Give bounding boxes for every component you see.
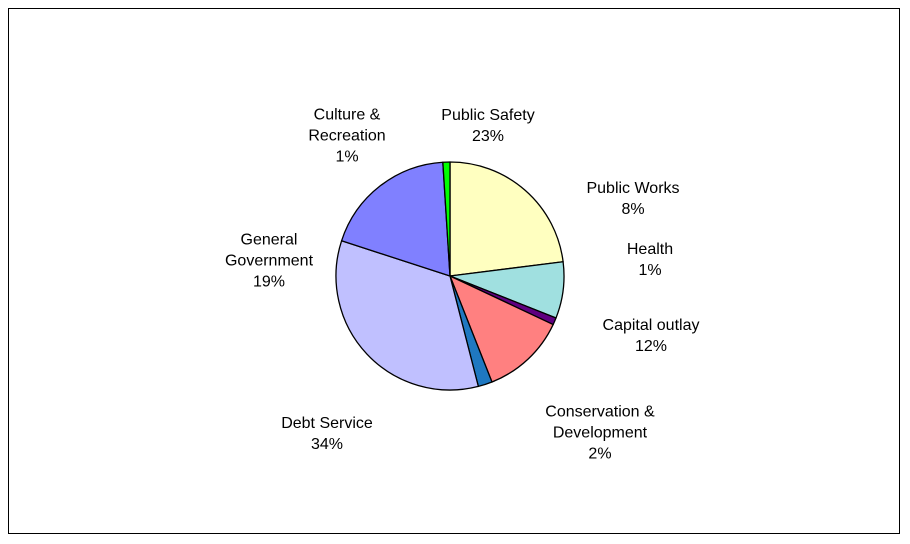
slice-percent: 8%: [621, 201, 645, 218]
slice-percent: 1%: [335, 148, 359, 166]
chart-area: Public Safety 23% Public Works 8% Health 1% Ca…: [8, 8, 900, 534]
pie-slice-3: [449, 275, 554, 383]
slice-percent: 1%: [638, 262, 662, 279]
pie-slice-0: [449, 161, 564, 277]
slice-percent: 12%: [634, 338, 668, 355]
slice-percent: 23%: [471, 128, 505, 145]
slice-label-4: Conservation & Development 2%: [545, 402, 654, 465]
pie-slice-5: [335, 240, 479, 391]
slice-label-7: Culture & Recreation 1%: [308, 105, 385, 168]
slice-name-line: Debt Service: [281, 415, 373, 432]
slice-name-line: Conservation &: [545, 403, 655, 421]
slice-name-line: Public Works: [586, 180, 680, 197]
slice-name-line: Recreation: [308, 127, 386, 145]
slice-name-line: Health: [626, 241, 674, 258]
slice-name-line: Culture &: [313, 106, 381, 124]
slice-name-line: Government: [224, 252, 314, 270]
pie-chart: [335, 161, 565, 391]
slice-label-5: Debt Service 34%: [281, 413, 373, 455]
slice-label-3: Capital outlay 12%: [603, 315, 700, 357]
pie-slice-6: [340, 161, 451, 277]
slice-name-line: Development: [552, 424, 648, 442]
slice-label-0: Public Safety 23%: [441, 105, 534, 147]
slice-name-line: General: [240, 231, 298, 249]
slice-name-line: Public Safety: [441, 107, 535, 124]
slice-label-2: Health 1%: [627, 239, 673, 281]
slice-percent: 2%: [588, 445, 612, 463]
slice-percent: 19%: [252, 273, 286, 291]
slice-label-1: Public Works 8%: [586, 178, 679, 220]
slice-percent: 34%: [310, 436, 344, 453]
slice-name-line: Capital outlay: [602, 317, 700, 334]
pie-slice-7: [442, 161, 451, 277]
slice-label-6: General Government 19%: [225, 230, 313, 293]
